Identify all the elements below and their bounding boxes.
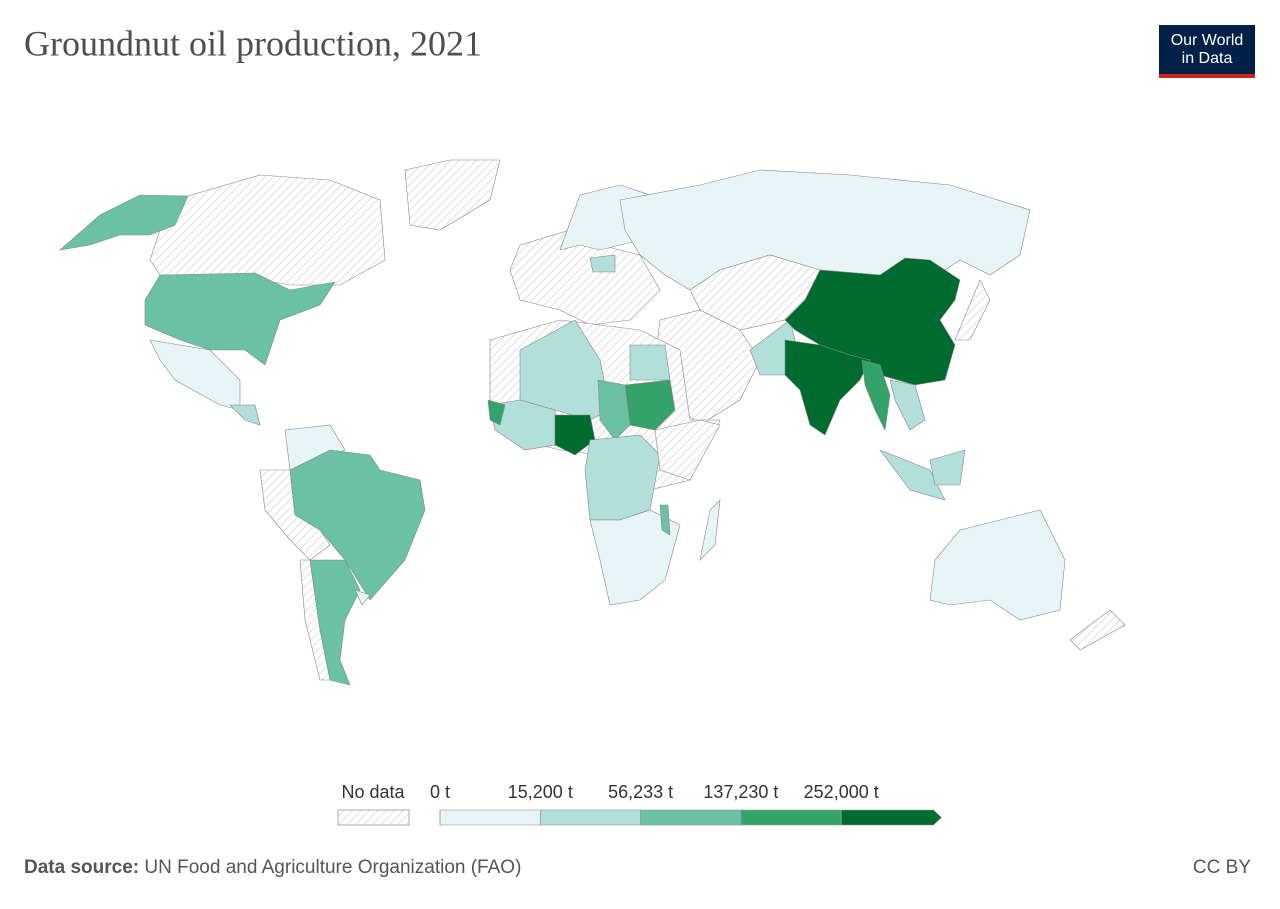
country xyxy=(144,272,336,366)
legend-label: No data xyxy=(341,782,405,802)
country xyxy=(229,404,261,426)
title: Groundnut oil production, 2021 xyxy=(24,23,482,63)
legend-bin xyxy=(740,809,842,826)
country xyxy=(404,159,501,231)
country xyxy=(554,414,596,456)
country xyxy=(929,449,966,486)
country xyxy=(589,254,616,273)
logo-text: in Data xyxy=(1182,50,1233,67)
source-text: UN Food and Agriculture Organization (FA… xyxy=(144,857,521,878)
country xyxy=(889,379,926,431)
country xyxy=(589,509,681,606)
map xyxy=(59,159,1126,686)
country xyxy=(149,339,241,411)
country xyxy=(597,379,631,441)
license: CC BY xyxy=(1193,857,1251,878)
country xyxy=(699,499,721,561)
legend-bin xyxy=(640,809,742,826)
logo-box xyxy=(1159,25,1255,75)
legend-tick-label: 56,233 t xyxy=(608,782,673,802)
legend-bin xyxy=(539,809,641,826)
country xyxy=(879,449,946,501)
source: Data source: UN Food and Agriculture Org… xyxy=(24,857,521,878)
country xyxy=(629,344,671,381)
country xyxy=(1069,609,1126,651)
legend-tick-label: 252,000 t xyxy=(804,782,879,802)
legend-bin xyxy=(840,809,942,826)
no-data-swatch xyxy=(337,809,410,826)
country xyxy=(289,449,426,601)
country xyxy=(784,339,871,436)
country xyxy=(59,194,189,251)
country xyxy=(309,559,361,686)
country xyxy=(659,504,671,536)
country xyxy=(584,434,661,521)
logo-text: Our World xyxy=(1171,32,1244,49)
legend-tick-label: 137,230 t xyxy=(703,782,778,802)
country xyxy=(954,279,991,341)
country xyxy=(487,399,506,426)
country xyxy=(149,174,386,286)
country xyxy=(861,359,891,431)
logo: Our World in Data xyxy=(1159,25,1255,78)
source-label: Data source: xyxy=(24,857,139,878)
country xyxy=(654,419,721,481)
legend-bin xyxy=(439,809,541,826)
logo-bar xyxy=(1159,74,1255,78)
legend-tick-label: 0 t xyxy=(430,782,450,802)
legend-tick-label: 15,200 t xyxy=(508,782,573,802)
country xyxy=(354,589,371,606)
country xyxy=(929,509,1066,621)
legend: No data 0 t 15,200 t 56,233 t 137,230 t 252,… xyxy=(337,782,942,826)
